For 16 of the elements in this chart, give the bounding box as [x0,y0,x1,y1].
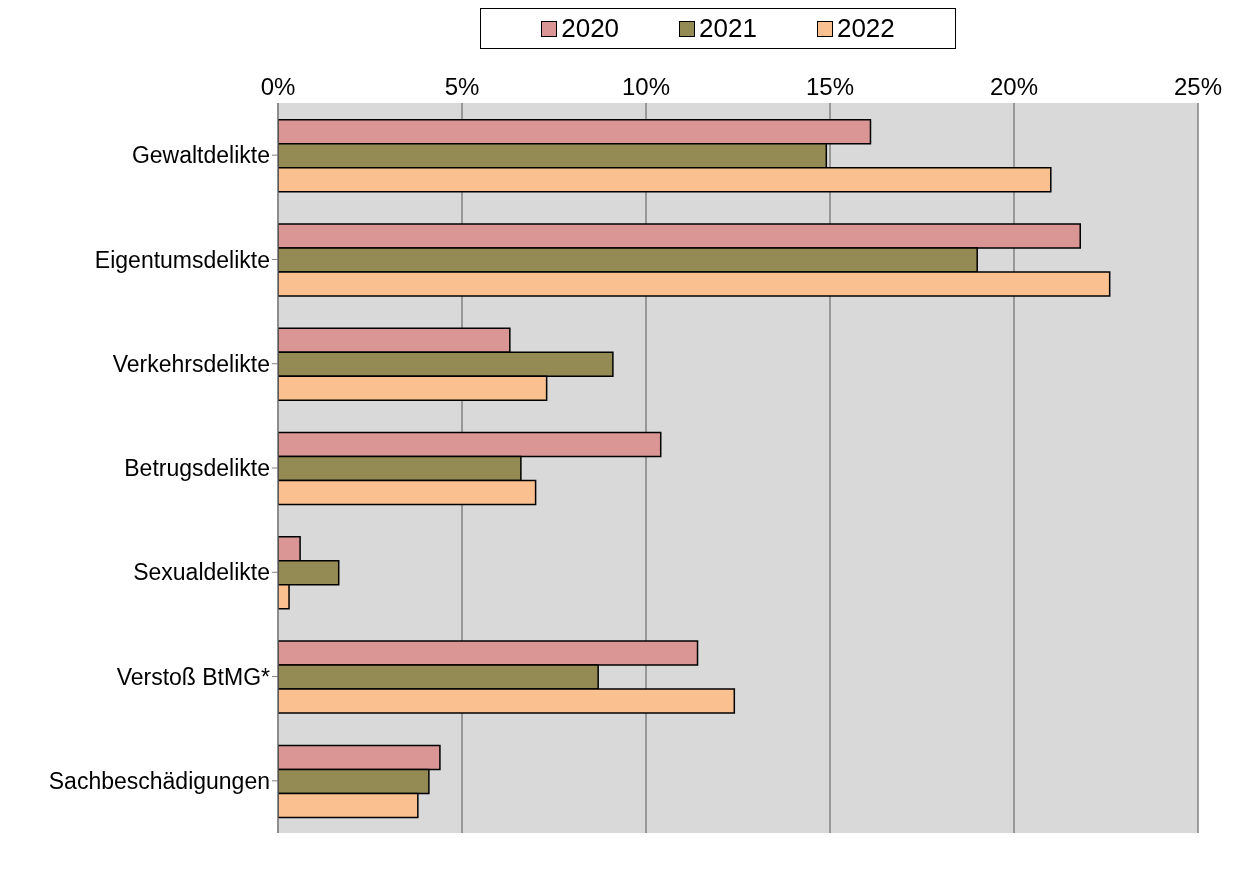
legend-label: 2021 [699,13,757,44]
x-tick-label: 5% [444,73,480,100]
y-tick-label: Verkehrsdelikte [112,350,270,377]
x-tick-label: 15% [805,73,855,100]
x-tick-label: 25% [1173,73,1223,100]
x-tick-label: 10% [621,73,671,100]
y-tick-label: Gewaltdelikte [131,142,270,169]
y-tick-label: Sexualdelikte [133,559,270,586]
y-tick-label: Sachbeschädigungen [48,768,270,795]
y-tick-label: Betrugsdelikte [124,455,270,482]
legend-label: 2022 [836,13,895,44]
y-tick-label: Verstoß BtMG* [116,663,271,690]
legend-label: 2020 [561,13,620,44]
x-tick-label: 20% [989,73,1039,100]
x-tick-label: 0% [260,73,296,100]
y-tick-label: Eigentumsdelikte [94,246,270,273]
